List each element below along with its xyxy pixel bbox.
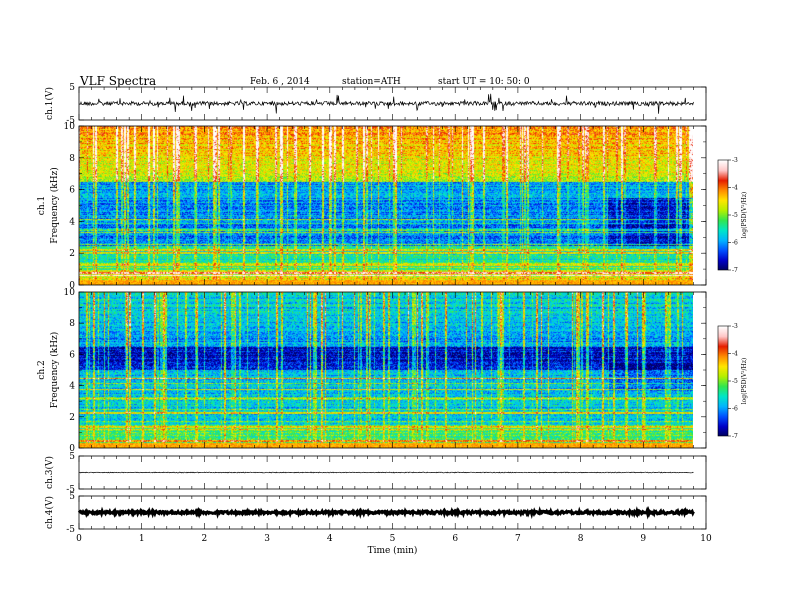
- ch2-colorbar: -3 -4 -5 -6 -7 log(PSD(V²/Hz): [717, 323, 748, 440]
- ch4-waveform-panel: 5 -5 ch.4(V): [44, 492, 707, 535]
- figure-title: VLF Spectra: [79, 74, 156, 88]
- x-tick-label: 4: [327, 534, 333, 544]
- spec2-y-tick-label: 2: [69, 413, 75, 423]
- ch3-waveform-panel: 5 -5 ch.3(V): [44, 452, 707, 495]
- spec1-y-tick-label: 4: [69, 217, 75, 227]
- ch1-colorbar: -3 -4 -5 -6 -7 log(PSD(V²/Hz): [717, 157, 748, 274]
- cbar1-label: log(PSD(V²/Hz): [741, 192, 748, 239]
- x-tick-label: 6: [452, 534, 458, 544]
- spec2-heatmap-image: [79, 292, 693, 448]
- header-date: Feb. 6 , 2014: [250, 77, 310, 87]
- cbar1-tick-label: -7: [732, 267, 738, 274]
- spec1-y-tick-label: 6: [69, 186, 75, 196]
- cbar2-tick-label: -6: [732, 406, 738, 413]
- cbar2-tick-label: -7: [732, 433, 738, 440]
- cbar1-tick-label: -5: [732, 212, 738, 219]
- cbar2-tick-label: -4: [732, 351, 738, 358]
- x-tick-label: 10: [700, 534, 712, 544]
- x-tick-label: 9: [640, 534, 646, 544]
- x-tick-label: 0: [76, 534, 82, 544]
- cbar1-tick-label: -3: [732, 157, 738, 164]
- ch1-y-tick-label: 5: [69, 83, 75, 93]
- spec2-y-tick-label: 6: [69, 350, 75, 360]
- ch2-spectrogram-panel: 0 2 4 6 8 10 ch.2 Frequency (kHz): [37, 288, 707, 454]
- cbar2-label: log(PSD(V²/Hz): [741, 358, 748, 405]
- spec1-channel-label: ch.1: [37, 196, 47, 215]
- spec1-ylabel: Frequency (kHz): [49, 167, 60, 244]
- ch4-y-tick-label: -5: [66, 525, 75, 535]
- ch1-waveform-panel: 5 -5 ch.1(V): [44, 83, 707, 126]
- x-axis-label: Time (min): [368, 545, 418, 556]
- cbar1-gradient: [718, 160, 728, 270]
- x-tick-label: 8: [578, 534, 584, 544]
- cbar2-tick-label: -5: [732, 378, 738, 385]
- ch4-ylabel: ch.4(V): [44, 496, 55, 529]
- ch4-y-tick-label: 5: [69, 492, 75, 502]
- spec1-y-tick-label: 8: [69, 154, 75, 164]
- x-tick-label: 7: [515, 534, 521, 544]
- x-tick-label: 5: [390, 534, 396, 544]
- x-tick-label: 3: [264, 534, 270, 544]
- ch3-trace: [78, 471, 694, 474]
- cbar1-tick-label: -6: [732, 240, 738, 247]
- ch4-trace: [77, 505, 695, 520]
- spec1-y-tick-label: 10: [64, 122, 76, 132]
- spec1-y-tick-label: 2: [69, 249, 75, 259]
- ch1-y-tick-label: -5: [66, 116, 75, 126]
- spec2-y-tick-label: 10: [64, 288, 76, 298]
- header-start-time: start UT = 10: 50: 0: [438, 77, 530, 87]
- spec2-y-tick-label: 8: [69, 319, 75, 329]
- ch3-ylabel: ch.3(V): [44, 456, 55, 489]
- cbar2-tick-label: -3: [732, 323, 738, 330]
- spec2-y-tick-label: 0: [69, 444, 75, 454]
- ch1-spectrogram-panel: 0 2 4 6 8 10 ch.1 Frequency (kHz): [37, 122, 707, 291]
- ch1-ylabel: ch.1(V): [44, 87, 55, 120]
- ch1-trace: [78, 93, 694, 114]
- time-axis: 0 1 2 3 4 5 6 7 8 9 10 Time (min): [76, 534, 712, 556]
- cbar2-gradient: [718, 326, 728, 436]
- spec1-y-tick-label: 0: [69, 281, 75, 291]
- ch3-y-tick-label: -5: [66, 485, 75, 495]
- x-tick-label: 2: [202, 534, 208, 544]
- x-tick-label: 1: [139, 534, 145, 544]
- ch3-y-tick-label: 5: [69, 452, 75, 462]
- spec2-ylabel: Frequency (kHz): [49, 332, 60, 409]
- cbar1-tick-label: -4: [732, 185, 738, 192]
- spec2-channel-label: ch.2: [37, 360, 47, 379]
- spec2-y-tick-label: 4: [69, 382, 75, 392]
- spec1-heatmap-image: [79, 126, 693, 285]
- header-station: station=ATH: [342, 77, 401, 87]
